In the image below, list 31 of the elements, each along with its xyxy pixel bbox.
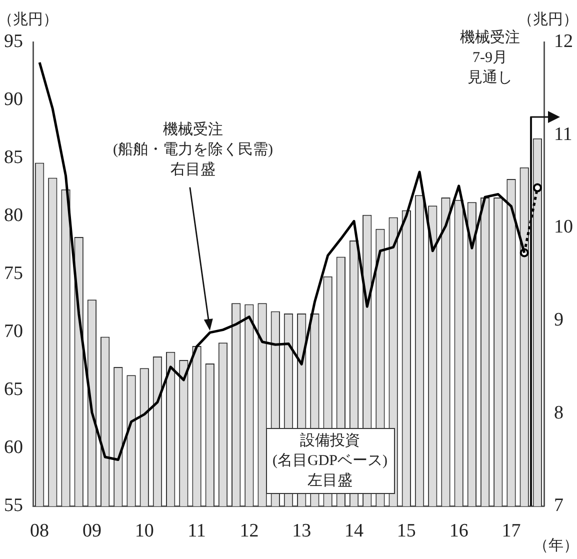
y-tick-label: 95: [4, 30, 23, 52]
x-tick-label: 08: [30, 520, 50, 542]
y-tick-label: 65: [4, 379, 23, 400]
x-tick-label: 13: [292, 520, 312, 542]
x-tick-label: 09: [82, 520, 102, 542]
y2-tick-label: 12: [554, 30, 573, 52]
y-tick-label: 60: [4, 437, 23, 458]
y2-tick-label: 8: [554, 402, 564, 424]
y-tick-label: 80: [4, 205, 23, 226]
y2-tick-label: 10: [554, 216, 573, 238]
x-tick-label: 10: [134, 520, 154, 542]
y-tick-label: 55: [4, 495, 23, 516]
y2-tick-label: 7: [554, 495, 564, 516]
y-tick-label: 75: [4, 263, 23, 284]
x-tick-label: 14: [344, 520, 364, 542]
annotation: 機械受注(船舶・電力を除く民需)右目盛: [113, 120, 273, 180]
y-tick-label: 70: [4, 321, 23, 342]
y2-tick-label: 11: [554, 124, 572, 145]
x-tick-label: 11: [188, 520, 206, 542]
x-tick-label: 17: [502, 520, 521, 542]
y2-axis-title: （兆円）: [518, 10, 577, 28]
x-tick-label: 16: [449, 520, 468, 542]
x-axis-title: （年）: [534, 536, 577, 554]
y-axis-title: （兆円）: [0, 10, 58, 28]
x-tick-label: 12: [240, 520, 259, 542]
y2-tick-label: 9: [554, 310, 564, 331]
annotation: 機械受注7-9月見通し: [460, 28, 520, 88]
y-tick-label: 85: [4, 147, 23, 168]
annotation: 設備投資(名目GDPベース)左目盛: [266, 428, 394, 494]
y-tick-label: 90: [4, 89, 23, 110]
x-tick-label: 15: [396, 520, 416, 542]
